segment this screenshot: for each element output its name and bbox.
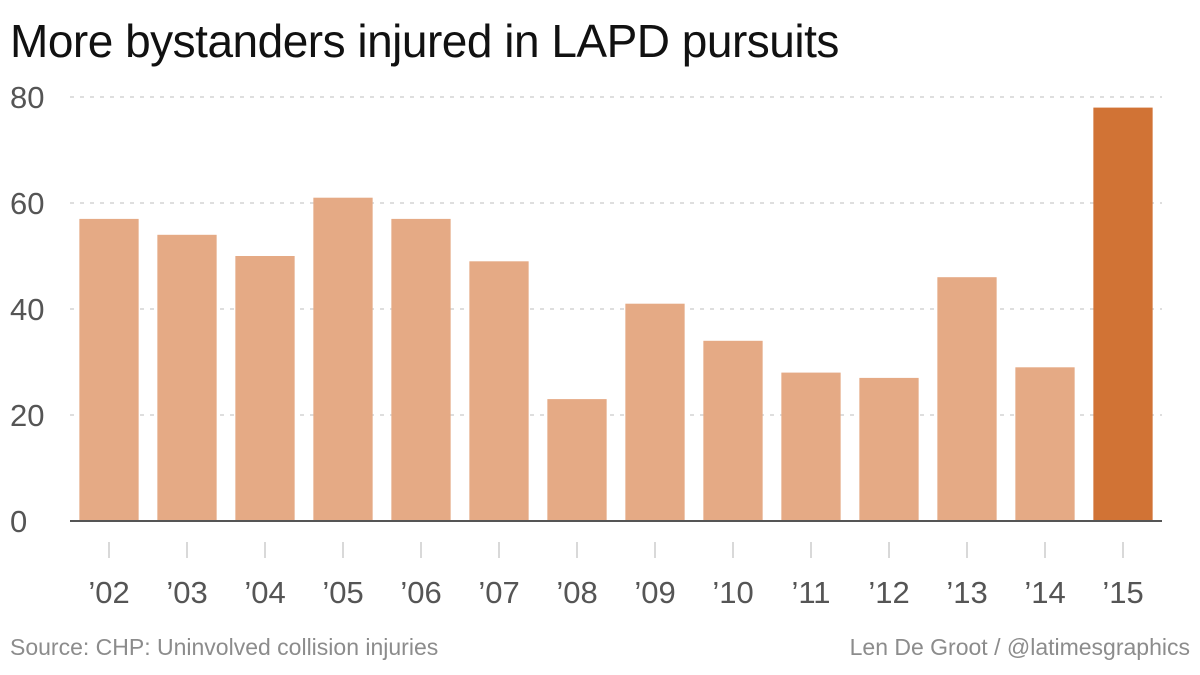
x-tick-label: ’09: [634, 575, 675, 610]
y-tick-label: 80: [10, 80, 44, 115]
x-tick-label: ’08: [556, 575, 597, 610]
y-tick-label: 40: [10, 292, 44, 327]
x-tick-label: ’05: [322, 575, 363, 610]
bar: [781, 372, 841, 521]
x-tick-label: ’11: [791, 575, 830, 610]
bar: [313, 197, 373, 521]
bar: [703, 340, 763, 521]
bar: [859, 377, 919, 521]
x-tick-label: ’13: [946, 575, 987, 610]
chart-title: More bystanders injured in LAPD pursuits: [10, 15, 839, 67]
bar: [391, 218, 451, 521]
bars: [79, 107, 1153, 522]
x-tick-label: ’06: [400, 575, 441, 610]
source-note: Source: CHP: Uninvolved collision injuri…: [10, 634, 439, 660]
bar: [1093, 107, 1153, 521]
x-tick-label: ’14: [1024, 575, 1065, 610]
x-tick-label: ’10: [712, 575, 753, 610]
bar: [235, 256, 295, 521]
y-tick-label: 0: [10, 504, 27, 539]
gridlines: [70, 96, 1162, 416]
x-tick-label: ’04: [244, 575, 285, 610]
bar: [625, 303, 685, 521]
y-axis-ticks: 0 20 40 60 80: [10, 80, 44, 539]
bar: [547, 399, 607, 521]
bar: [1015, 367, 1075, 521]
x-tick-label: ’15: [1102, 575, 1143, 610]
x-tick-label: ’07: [478, 575, 519, 610]
x-tick-label: ’02: [88, 575, 129, 610]
y-tick-label: 20: [10, 398, 44, 433]
x-tick-label: ’12: [868, 575, 909, 610]
y-tick-label: 60: [10, 186, 44, 221]
x-tick-label: ’03: [166, 575, 207, 610]
x-axis-ticks: ’02 ’03 ’04 ’05 ’06 ’07 ’08 ’09 ’10 ’11 ’12 ’13 ’14 ’…: [88, 542, 1144, 610]
credit-note: Len De Groot / @latimesgraphics: [849, 634, 1190, 660]
bar: [469, 261, 529, 521]
bar: [157, 234, 217, 522]
bar: [79, 218, 139, 521]
bar: [937, 277, 997, 521]
